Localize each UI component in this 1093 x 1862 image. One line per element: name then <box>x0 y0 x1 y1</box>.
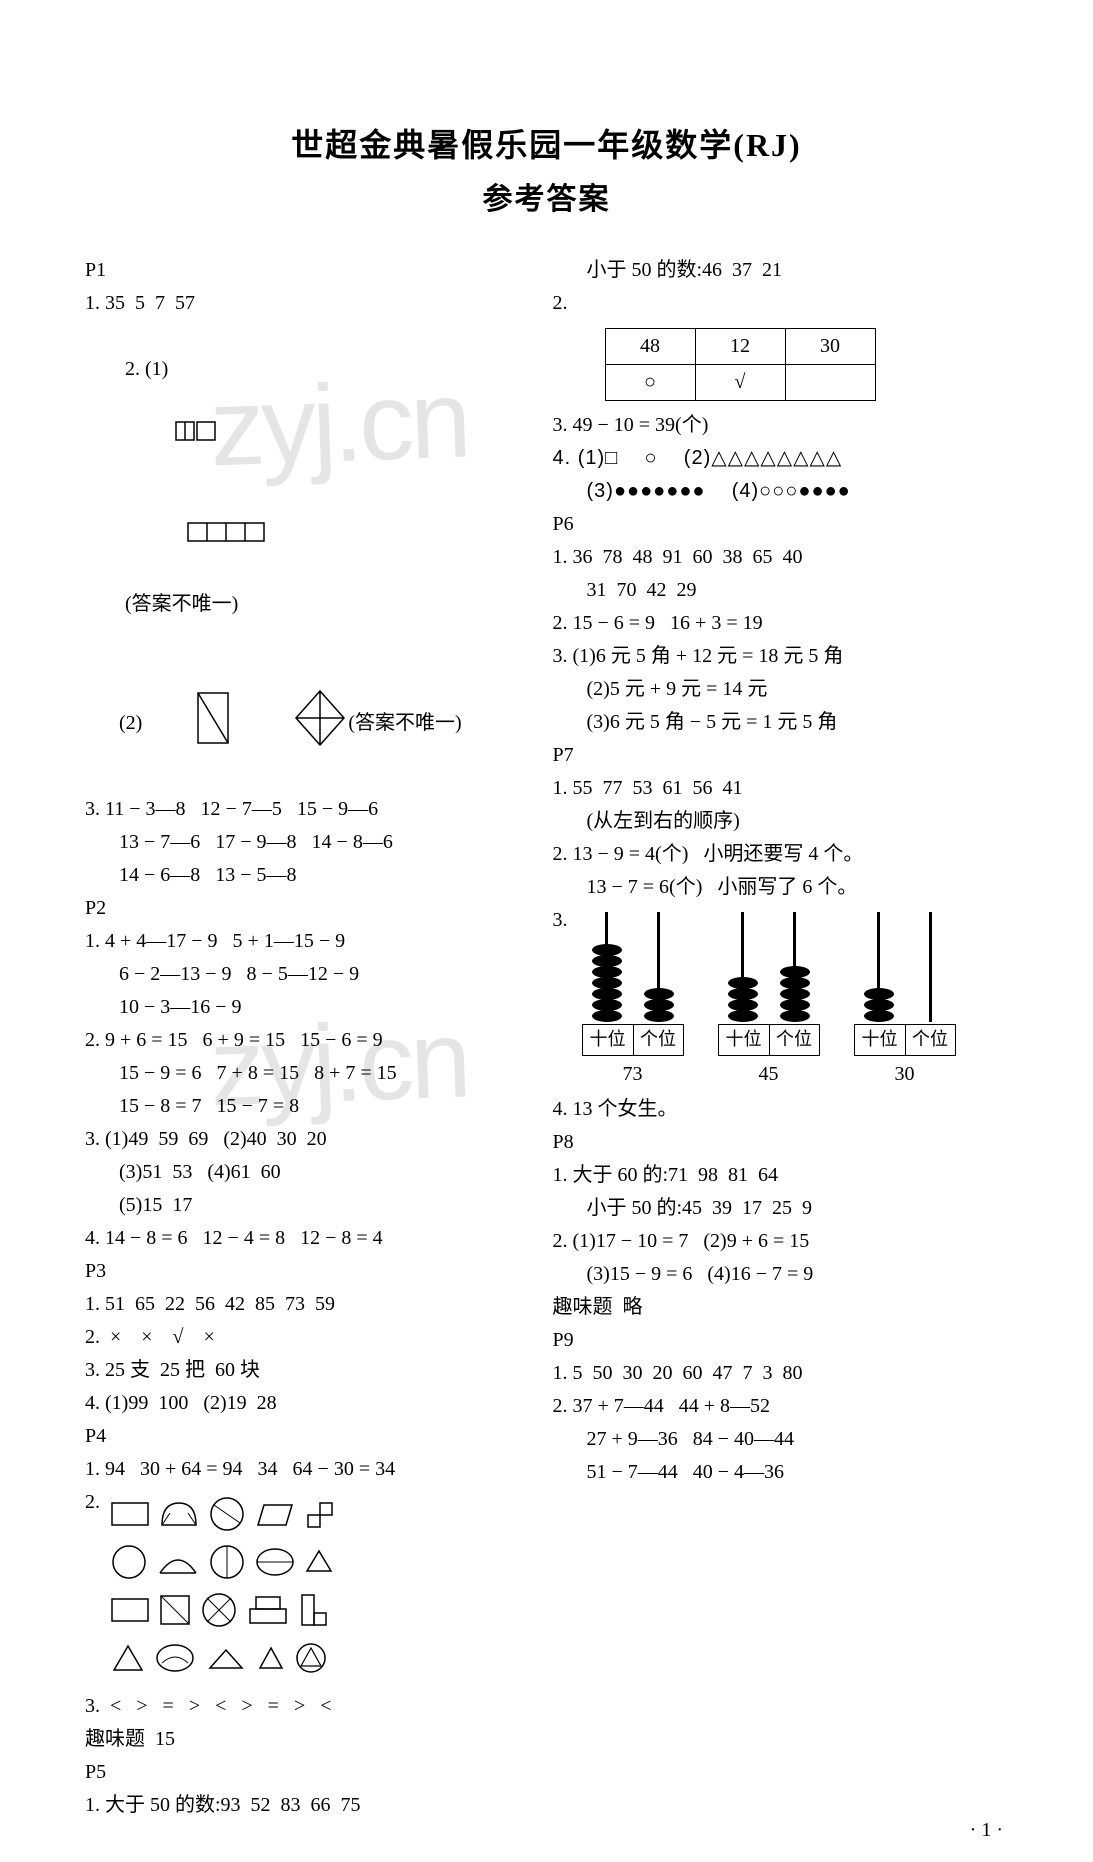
four-squares-icon <box>137 487 267 588</box>
answer-line: 3. (1)49 59 69 (2)40 30 20 <box>85 1123 529 1156</box>
answer-line: (5)15 17 <box>85 1189 529 1222</box>
page-number: · 1 · <box>970 1819 1003 1842</box>
table-cell <box>785 365 875 401</box>
section-label: P5 <box>85 1756 529 1789</box>
table-row: 48 12 30 <box>605 329 875 365</box>
answer-line: 13 − 7—6 17 − 9—8 14 − 8—6 <box>85 826 529 859</box>
answer-line: 14 − 6—8 13 − 5—8 <box>85 859 529 892</box>
answer-line: (3)6 元 5 角 − 5 元 = 1 元 5 角 <box>553 706 1009 739</box>
answer-line: 小于 50 的数:46 37 21 <box>553 254 1009 287</box>
section-label: P7 <box>553 739 1009 772</box>
answer-line: (从左到右的顺序) <box>553 805 1009 838</box>
answer-line: (3)51 53 (4)61 60 <box>85 1156 529 1189</box>
answer-line: 4. 14 − 8 = 6 12 − 4 = 8 12 − 8 = 4 <box>85 1222 529 1255</box>
answer-line: 1. 5 50 30 20 60 47 7 3 80 <box>553 1357 1009 1390</box>
section-label: P6 <box>553 508 1009 541</box>
suffix: (答案不唯一) <box>125 593 238 615</box>
shape-sort-grid <box>110 1492 334 1684</box>
answer-line: 6 − 2—13 − 9 8 − 5—12 − 9 <box>85 958 529 991</box>
answer-line: 1. 36 78 48 91 60 38 65 40 <box>553 541 1009 574</box>
answer-line: 3. 11 − 3—8 12 − 7—5 15 − 9—6 <box>85 793 529 826</box>
section-label: P4 <box>85 1420 529 1453</box>
answer-line: 3. < > = > < > = > < <box>85 1690 529 1723</box>
answer-line: 2. <box>553 287 1009 320</box>
answer-line: 1. 55 77 53 61 56 41 <box>553 772 1009 805</box>
answer-line: 3. 49 − 10 = 39(个) <box>553 409 1009 442</box>
prefix: (2) <box>85 707 142 740</box>
answer-line: 4. (1)□ ○ (2)△△△△△△△△ <box>553 442 1009 475</box>
prefix: 2. (1) <box>125 358 168 380</box>
prefix: 3. <box>553 904 568 937</box>
section-label: P1 <box>85 254 529 287</box>
table-cell: 48 <box>605 329 695 365</box>
answer-line: 1. 51 65 22 56 42 85 73 59 <box>85 1288 529 1321</box>
table-row: ○ √ <box>605 365 875 401</box>
answer-line: 2. 37 + 7—44 44 + 8—52 <box>553 1390 1009 1423</box>
answer-line: 4. (1)99 100 (2)19 28 <box>85 1387 529 1420</box>
answer-line: 1. 35 5 7 57 <box>85 287 529 320</box>
table-cell: 12 <box>695 329 785 365</box>
answer-line: 27 + 9—36 84 − 40—44 <box>553 1423 1009 1456</box>
answer-line: 4. 13 个女生。 <box>553 1093 1009 1126</box>
shape-row <box>110 1540 334 1584</box>
abacus-item: 十位个位45 <box>718 912 820 1091</box>
abacus-item: 十位个位73 <box>582 912 684 1091</box>
answer-line: 2. 9 + 6 = 15 6 + 9 = 15 15 − 6 = 9 <box>85 1024 529 1057</box>
column-right: 小于 50 的数:46 37 21 2. 48 12 30 ○ √ 3. 49 … <box>547 254 1009 1822</box>
answer-line: 15 − 9 = 6 7 + 8 = 15 8 + 7 = 15 <box>85 1057 529 1090</box>
abacus-item: 十位个位30 <box>854 912 956 1091</box>
suffix: (答案不唯一) <box>348 707 461 740</box>
answer-key-page: zyj.cn zyj.cn 世超金典暑假乐园一年级数学(RJ) 参考答案 P1 … <box>0 0 1093 1862</box>
p5-table: 48 12 30 ○ √ <box>605 328 876 401</box>
abacus-diagram: 十位个位73 十位个位45 十位个位30 <box>582 912 956 1091</box>
answer-line: 1. 4 + 4—17 − 9 5 + 1—15 − 9 <box>85 925 529 958</box>
answer-line: 小于 50 的:45 39 17 25 9 <box>553 1192 1009 1225</box>
shape-row <box>110 1492 334 1536</box>
answer-line: 3. 25 支 25 把 60 块 <box>85 1354 529 1387</box>
answer-line: (2)5 元 + 9 元 = 14 元 <box>553 673 1009 706</box>
answer-line: 2. (1)17 − 10 = 7 (2)9 + 6 = 15 <box>553 1225 1009 1258</box>
section-label: P8 <box>553 1126 1009 1159</box>
column-left: P1 1. 35 5 7 57 2. (1) (答案不唯一) (2) <box>85 254 547 1822</box>
triangle-split-icon <box>142 654 234 793</box>
answer-line: 10 − 3—16 − 9 <box>85 991 529 1024</box>
shape-row <box>110 1588 334 1632</box>
answer-line: 51 − 7—44 40 − 4—36 <box>553 1456 1009 1489</box>
answer-line: 13 − 7 = 6(个) 小丽写了 6 个。 <box>553 871 1009 904</box>
section-label: P2 <box>85 892 529 925</box>
answer-line: 1. 大于 60 的:71 98 81 64 <box>553 1159 1009 1192</box>
answer-line: (3)15 − 9 = 6 (4)16 − 7 = 9 <box>553 1258 1009 1291</box>
page-title: 世超金典暑假乐园一年级数学(RJ) <box>85 120 1008 166</box>
answer-line: 15 − 8 = 7 15 − 7 = 8 <box>85 1090 529 1123</box>
diamond-split-icon <box>242 654 348 793</box>
answer-line: 1. 大于 50 的数:93 52 83 66 75 <box>85 1789 529 1822</box>
table-cell: √ <box>695 365 785 401</box>
columns: P1 1. 35 5 7 57 2. (1) (答案不唯一) (2) <box>85 254 1008 1822</box>
answer-line: 趣味题 15 <box>85 1723 529 1756</box>
shape-row <box>110 1636 334 1680</box>
answer-line: 趣味题 略 <box>553 1291 1009 1324</box>
answer-line: 2. 13 − 9 = 4(个) 小明还要写 4 个。 <box>553 838 1009 871</box>
prefix: 2. <box>85 1486 100 1519</box>
table-cell: ○ <box>605 365 695 401</box>
answer-line: 1. 94 30 + 64 = 94 34 64 − 30 = 34 <box>85 1453 529 1486</box>
section-label: P9 <box>553 1324 1009 1357</box>
answer-line: 3. (1)6 元 5 角 + 12 元 = 18 元 5 角 <box>553 640 1009 673</box>
answer-line: 2. × × √ × <box>85 1321 529 1354</box>
two-squares-icon <box>125 386 219 487</box>
section-label: P3 <box>85 1255 529 1288</box>
answer-line: (2) (答案不唯一) <box>85 654 529 793</box>
table-cell: 30 <box>785 329 875 365</box>
answer-line: 31 70 42 29 <box>553 574 1009 607</box>
page-subtitle: 参考答案 <box>85 174 1008 218</box>
answer-line: (3)●●●●●●● (4)○○○●●●● <box>553 475 1009 508</box>
answer-line: 2. (1) (答案不唯一) <box>85 320 529 654</box>
answer-line: 2. 15 − 6 = 9 16 + 3 = 19 <box>553 607 1009 640</box>
